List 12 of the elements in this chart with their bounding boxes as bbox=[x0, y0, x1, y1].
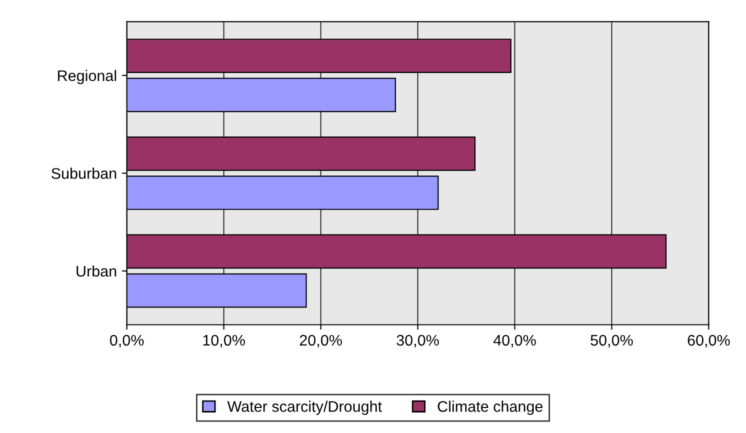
x-tick-label: 0,0% bbox=[110, 334, 144, 348]
legend-label: Climate change bbox=[438, 400, 543, 415]
y-tick-label: Urban bbox=[76, 265, 116, 277]
y-tick-label: Regional bbox=[58, 70, 116, 84]
y-tick-label: Suburban bbox=[52, 168, 116, 179]
x-tick-label: 50,0% bbox=[590, 334, 633, 348]
x-tick-label: 30,0% bbox=[396, 334, 439, 348]
x-tick-label: 10,0% bbox=[203, 334, 245, 348]
legend-label: Water scarcity/Drought bbox=[227, 400, 382, 415]
x-tick-label: 60,0% bbox=[688, 334, 730, 348]
x-tick-label: 20,0% bbox=[300, 334, 342, 348]
x-tick-label: 40,0% bbox=[493, 334, 536, 348]
